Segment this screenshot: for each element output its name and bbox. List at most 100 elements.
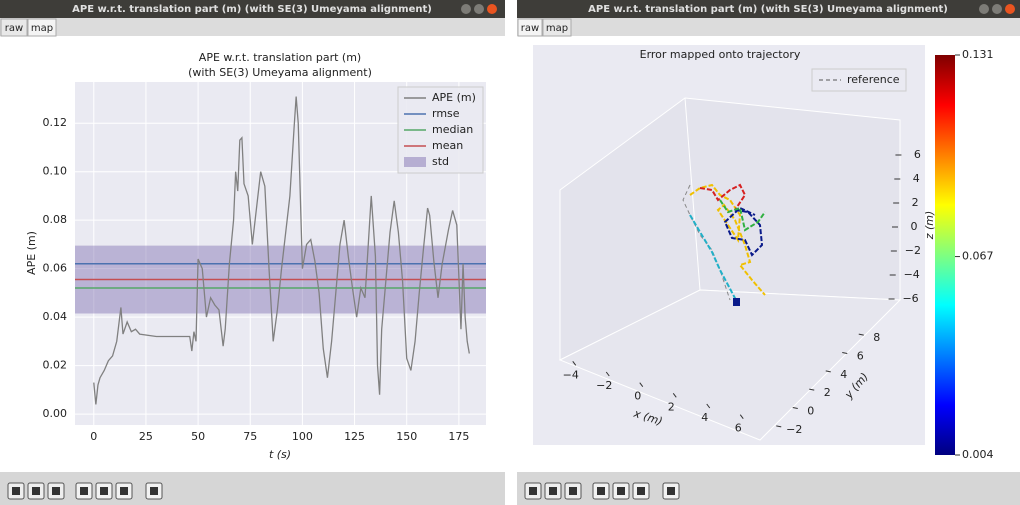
colorbar-tick-label: 0.131 [962, 48, 994, 61]
window-title: APE w.r.t. translation part (m) (with SE… [588, 4, 948, 15]
maximize[interactable] [474, 4, 484, 14]
toolbar-icons [7, 482, 163, 500]
colorbar-tick-label: 0.004 [962, 448, 994, 461]
minimize[interactable] [461, 4, 471, 14]
legend-label: std [432, 155, 449, 168]
x-tick [706, 403, 711, 409]
y-tick-label: 8 [873, 331, 880, 344]
x-tick-label: 125 [344, 430, 365, 443]
toolbar-glyph[interactable] [617, 487, 625, 495]
y-tick [842, 352, 848, 354]
x-tick-label: 4 [701, 411, 708, 424]
legend-label: mean [432, 139, 463, 152]
minimize[interactable] [979, 4, 989, 14]
x-tick [739, 414, 744, 419]
toolbar-glyph[interactable] [12, 487, 20, 495]
window-left: APE w.r.t. translation part (m) (with SE… [0, 0, 505, 505]
toolbar-glyph[interactable] [32, 487, 40, 495]
toolbar-glyph[interactable] [150, 487, 158, 495]
tab-label[interactable]: map [31, 23, 53, 34]
legend [811, 68, 907, 92]
x-tick [572, 361, 577, 366]
y-tick [809, 388, 815, 391]
axes-3d-background [533, 45, 925, 445]
colorbar [935, 55, 955, 455]
tab-label[interactable]: raw [5, 23, 23, 34]
z-tick-label: −6 [902, 292, 918, 305]
y-tick-label: −2 [786, 423, 802, 436]
z-tick-label: 2 [912, 196, 919, 209]
colorbar-tick-label: 0.067 [962, 250, 994, 263]
y-tick-label: 0.10 [43, 165, 68, 178]
x-tick-label: 175 [448, 430, 469, 443]
trajectory-segment [699, 183, 747, 211]
y-tick [776, 425, 782, 428]
x-tick [672, 393, 677, 398]
toolbar-glyph[interactable] [120, 487, 128, 495]
y-tick-label: 0.12 [43, 116, 68, 129]
y-axis-label: APE (m) [25, 231, 38, 275]
trajectory-start [733, 298, 740, 306]
legend-swatch [404, 157, 426, 167]
toolbar-glyph[interactable] [529, 487, 537, 495]
y-tick-label: 0.02 [43, 359, 68, 372]
reference-trajectory [682, 184, 731, 301]
x-tick-label: 0 [634, 390, 641, 403]
y-tick [825, 370, 831, 373]
toolbar-glyph[interactable] [80, 487, 88, 495]
x-tick-label: 75 [243, 430, 257, 443]
tab-label[interactable]: raw [521, 23, 539, 34]
toolbar-glyph[interactable] [667, 487, 675, 495]
close[interactable] [1005, 4, 1015, 14]
x-tick-label: 25 [139, 430, 153, 443]
z-tick-label: 6 [914, 148, 921, 161]
x-tick-label: −4 [563, 368, 579, 381]
tab-bar [0, 18, 505, 36]
y-tick-label: 0 [807, 405, 814, 418]
toolbar-glyph[interactable] [52, 487, 60, 495]
toolbar-glyph[interactable] [549, 487, 557, 495]
trajectory-segment [719, 199, 766, 232]
y-tick [792, 407, 798, 409]
title-bar [0, 0, 505, 18]
toolbar-glyph[interactable] [597, 487, 605, 495]
trajectory-segment [689, 214, 737, 301]
y-tick [858, 333, 864, 336]
x-tick [639, 382, 644, 387]
y-tick-label: 0.06 [43, 262, 68, 275]
x-tick-label: 100 [292, 430, 313, 443]
tab[interactable] [517, 18, 543, 37]
x-tick-label: 0 [90, 430, 97, 443]
x-tick-label: 2 [668, 400, 675, 413]
z-axis-label: z (m) [923, 211, 936, 241]
tab-label[interactable]: map [546, 23, 568, 34]
data-line [93, 96, 470, 405]
toolbar-glyph[interactable] [100, 487, 108, 495]
chart-title: APE w.r.t. translation part (m) [199, 51, 361, 64]
toolbar-icons [524, 482, 680, 500]
tab-bar [517, 18, 1020, 36]
tab[interactable] [0, 18, 28, 37]
toolbar-glyph[interactable] [637, 487, 645, 495]
legend-label: APE (m) [432, 91, 476, 104]
z-tick-label: 0 [911, 220, 918, 233]
maximize[interactable] [992, 4, 1002, 14]
toolbar-glyph[interactable] [569, 487, 577, 495]
close[interactable] [487, 4, 497, 14]
z-tick-label: −4 [904, 268, 920, 281]
z-tick-label: −2 [905, 244, 921, 257]
y-tick-label: 6 [857, 350, 864, 363]
tab[interactable] [542, 18, 572, 37]
x-tick [605, 371, 610, 377]
z-tick-label: 4 [913, 172, 920, 185]
window-title: APE w.r.t. translation part (m) (with SE… [72, 4, 432, 15]
trajectory-segment [689, 183, 766, 296]
title-bar [517, 0, 1020, 18]
x-tick-label: −2 [596, 379, 612, 392]
legend-label: rmse [432, 107, 460, 120]
legend-label: median [432, 123, 473, 136]
x-tick-label: 6 [735, 422, 742, 435]
legend-label: reference [847, 73, 900, 86]
tab[interactable] [27, 18, 57, 37]
